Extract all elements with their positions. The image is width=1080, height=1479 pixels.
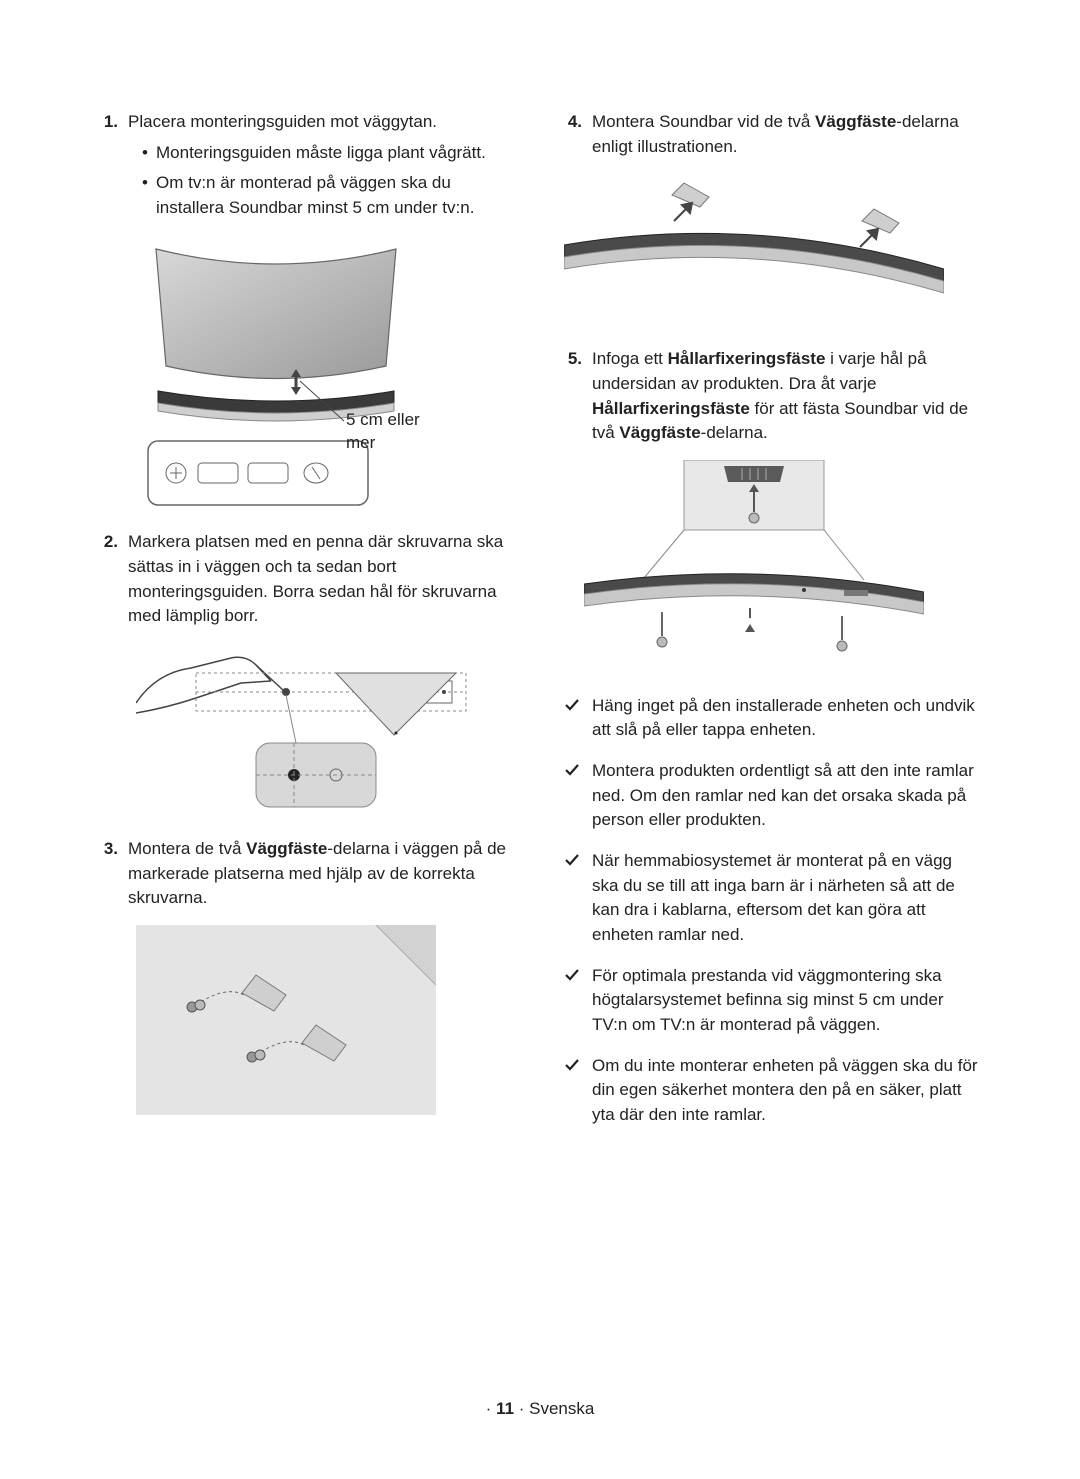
- caution-item: Om du inte monterar enheten på väggen sk…: [564, 1054, 980, 1128]
- step-2: 2. Markera platsen med en penna där skru…: [100, 530, 516, 629]
- caution-item: Montera produkten ordentligt så att den …: [564, 759, 980, 833]
- bold-term: Väggfäste: [619, 423, 700, 442]
- caution-text: När hemmabiosystemet är monterat på en v…: [592, 849, 980, 948]
- bullet-dot-icon: •: [128, 141, 156, 166]
- left-column: 1. Placera monteringsguiden mot väggytan…: [100, 110, 516, 1143]
- step-1: 1. Placera monteringsguiden mot väggytan…: [100, 110, 516, 227]
- footer-dot: ·: [514, 1399, 529, 1418]
- footer-dot: ·: [486, 1399, 496, 1418]
- bullet-item: • Monteringsguiden måste ligga plant våg…: [128, 141, 516, 166]
- bullet-dot-icon: •: [128, 171, 156, 220]
- step-text: Placera monteringsguiden mot väggytan.: [128, 112, 437, 131]
- check-icon: [564, 1054, 592, 1128]
- sub-bullets: • Monteringsguiden måste ligga plant våg…: [128, 141, 516, 221]
- bullet-text: Monteringsguiden måste ligga plant vågrä…: [156, 141, 486, 166]
- text-segment: Montera Soundbar vid de två: [592, 112, 815, 131]
- caution-text: Om du inte monterar enheten på väggen sk…: [592, 1054, 980, 1128]
- two-column-layout: 1. Placera monteringsguiden mot väggytan…: [100, 110, 980, 1143]
- text-segment: -delarna.: [701, 423, 768, 442]
- manual-page: 1. Placera monteringsguiden mot väggytan…: [0, 0, 1080, 1479]
- bold-term: Väggfäste: [815, 112, 896, 131]
- step-5: 5. Infoga ett Hållarfixeringsfäste i var…: [564, 347, 980, 446]
- check-icon: [564, 759, 592, 833]
- step-3: 3. Montera de två Väggfäste-delarna i vä…: [100, 837, 516, 911]
- step-body: Infoga ett Hållarfixeringsfäste i varje …: [592, 347, 980, 446]
- caution-item: När hemmabiosystemet är monterat på en v…: [564, 849, 980, 948]
- figure-callout: 5 cm eller mer: [346, 409, 436, 455]
- bullet-item: • Om tv:n är monterad på väggen ska du i…: [128, 171, 516, 220]
- page-number: 11: [496, 1399, 514, 1418]
- step-text: Markera platsen med en penna där skruvar…: [128, 530, 516, 629]
- figure-mount-soundbar: [564, 173, 980, 323]
- step-number: 4.: [564, 110, 592, 159]
- check-icon: [564, 694, 592, 743]
- figure-mark-drill: [136, 643, 516, 813]
- caution-text: Häng inget på den installerade enheten o…: [592, 694, 980, 743]
- caution-item: Häng inget på den installerade enheten o…: [564, 694, 980, 743]
- step-number: 5.: [564, 347, 592, 446]
- step-number: 2.: [100, 530, 128, 629]
- figure-tv-soundbar-gap: 5 cm eller mer: [136, 241, 516, 567]
- step-body: Montera de två Väggfäste-delarna i vägge…: [128, 837, 516, 911]
- caution-text: För optimala prestanda vid väggmontering…: [592, 964, 980, 1038]
- figure-holder-fixture: [584, 460, 980, 670]
- right-column: 4. Montera Soundbar vid de två Väggfäste…: [564, 110, 980, 1143]
- check-icon: [564, 849, 592, 948]
- step-4: 4. Montera Soundbar vid de två Väggfäste…: [564, 110, 980, 159]
- bullet-text: Om tv:n är monterad på väggen ska du ins…: [156, 171, 516, 220]
- text-segment: Montera de två: [128, 839, 246, 858]
- step-number: 1.: [100, 110, 128, 227]
- step-body: Montera Soundbar vid de två Väggfäste-de…: [592, 110, 980, 159]
- bold-term: Hållarfixeringsfäste: [668, 349, 826, 368]
- text-segment: Infoga ett: [592, 349, 668, 368]
- bold-term: Hållarfixeringsfäste: [592, 399, 750, 418]
- bold-term: Väggfäste: [246, 839, 327, 858]
- figure-wall-brackets: [136, 925, 516, 1115]
- caution-item: För optimala prestanda vid väggmontering…: [564, 964, 980, 1038]
- step-body: Placera monteringsguiden mot väggytan. •…: [128, 110, 516, 227]
- check-icon: [564, 964, 592, 1038]
- page-footer: · 11 · Svenska: [0, 1399, 1080, 1419]
- footer-language: Svenska: [529, 1399, 594, 1418]
- step-number: 3.: [100, 837, 128, 911]
- caution-list: Häng inget på den installerade enheten o…: [564, 694, 980, 1128]
- caution-text: Montera produkten ordentligt så att den …: [592, 759, 980, 833]
